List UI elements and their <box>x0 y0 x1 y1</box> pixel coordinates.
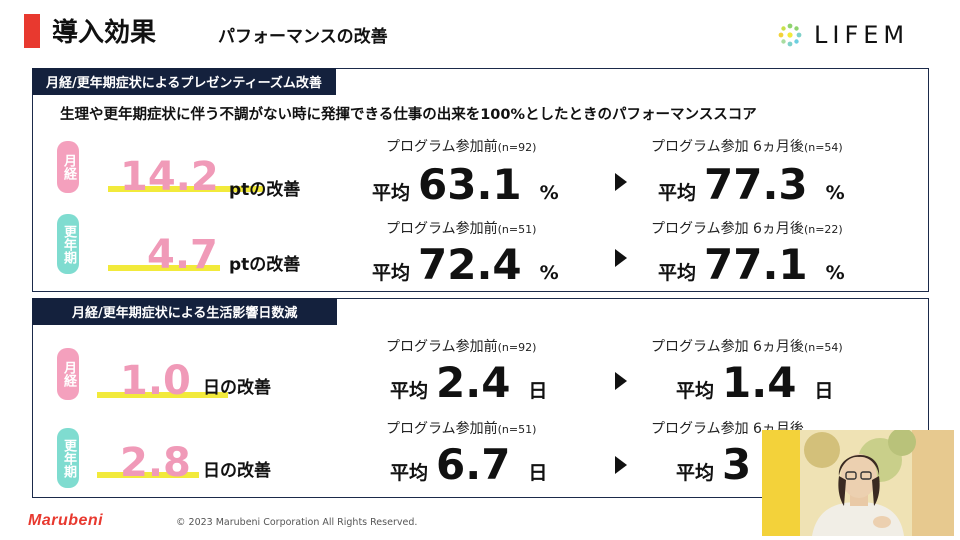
before-average: 平均 6.7 日 <box>390 440 548 489</box>
lifem-logo: LIFEM <box>776 18 909 52</box>
marubeni-logo: Marubeni <box>28 512 104 529</box>
before-label: プログラム参加前(n=51) <box>386 421 537 437</box>
highlight-bar <box>108 265 220 271</box>
section-tab: 月経/更年期症状によるプレゼンティーズム改善 <box>32 68 336 95</box>
highlight-bar <box>108 186 264 192</box>
before-average: 平均 2.4 日 <box>390 358 548 407</box>
title-accent-bar <box>24 14 40 48</box>
badge-menstruation: 月経 <box>57 348 79 400</box>
after-average: 平均 77.3% <box>658 160 845 209</box>
after-label: プログラム参加 6ヵ月後(n=54) <box>651 139 843 155</box>
before-label: プログラム参加前(n=92) <box>386 339 537 355</box>
badge-menopause: 更年期 <box>57 214 79 274</box>
improvement-unit: ptの改善 <box>229 180 301 200</box>
after-average: 平均 1.4 日 <box>676 358 834 407</box>
before-label: プログラム参加前(n=51) <box>386 221 537 237</box>
improvement-value: 1.0 <box>120 358 191 404</box>
badge-menopause: 更年期 <box>57 428 79 488</box>
improvement-value: 2.8 <box>120 440 191 486</box>
improvement-unit: 日の改善 <box>203 378 271 398</box>
improvement-value: 4.7 <box>147 232 218 278</box>
after-label: プログラム参加 6ヵ月後(n=54) <box>651 339 843 355</box>
page-title: 導入効果 <box>52 18 157 48</box>
before-average: 平均 63.1% <box>372 160 559 209</box>
improvement-value: 14.2 <box>120 154 219 200</box>
arrow-right-icon <box>615 249 627 267</box>
arrow-right-icon <box>615 173 627 191</box>
before-label: プログラム参加前(n=92) <box>386 139 537 155</box>
webcam-video <box>762 430 954 536</box>
badge-menstruation: 月経 <box>57 141 79 193</box>
after-average: 平均 3 <box>676 440 752 489</box>
highlight-bar <box>97 392 228 398</box>
arrow-right-icon <box>615 456 627 474</box>
presenter-video-image <box>762 430 954 536</box>
before-average: 平均 72.4% <box>372 240 559 289</box>
presenteeism-panel: 月経/更年期症状によるプレゼンティーズム改善 <box>32 68 929 292</box>
after-label: プログラム参加 6ヵ月後(n=22) <box>651 221 843 237</box>
section-tab: 月経/更年期症状による生活影響日数減 <box>32 298 338 325</box>
improvement-unit: 日の改善 <box>203 461 271 481</box>
copyright-text: © 2023 Marubeni Corporation All Rights R… <box>176 517 418 528</box>
logo-text: LIFEM <box>814 21 910 49</box>
flower-icon <box>778 23 802 47</box>
section-description: 生理や更年期症状に伴う不調がない時に発揮できる仕事の出来を100%としたときのパ… <box>60 107 757 123</box>
page-subtitle: パフォーマンスの改善 <box>218 27 388 47</box>
after-average: 平均 77.1% <box>658 240 845 289</box>
improvement-unit: ptの改善 <box>229 255 301 275</box>
highlight-bar <box>97 472 199 478</box>
arrow-right-icon <box>615 372 627 390</box>
